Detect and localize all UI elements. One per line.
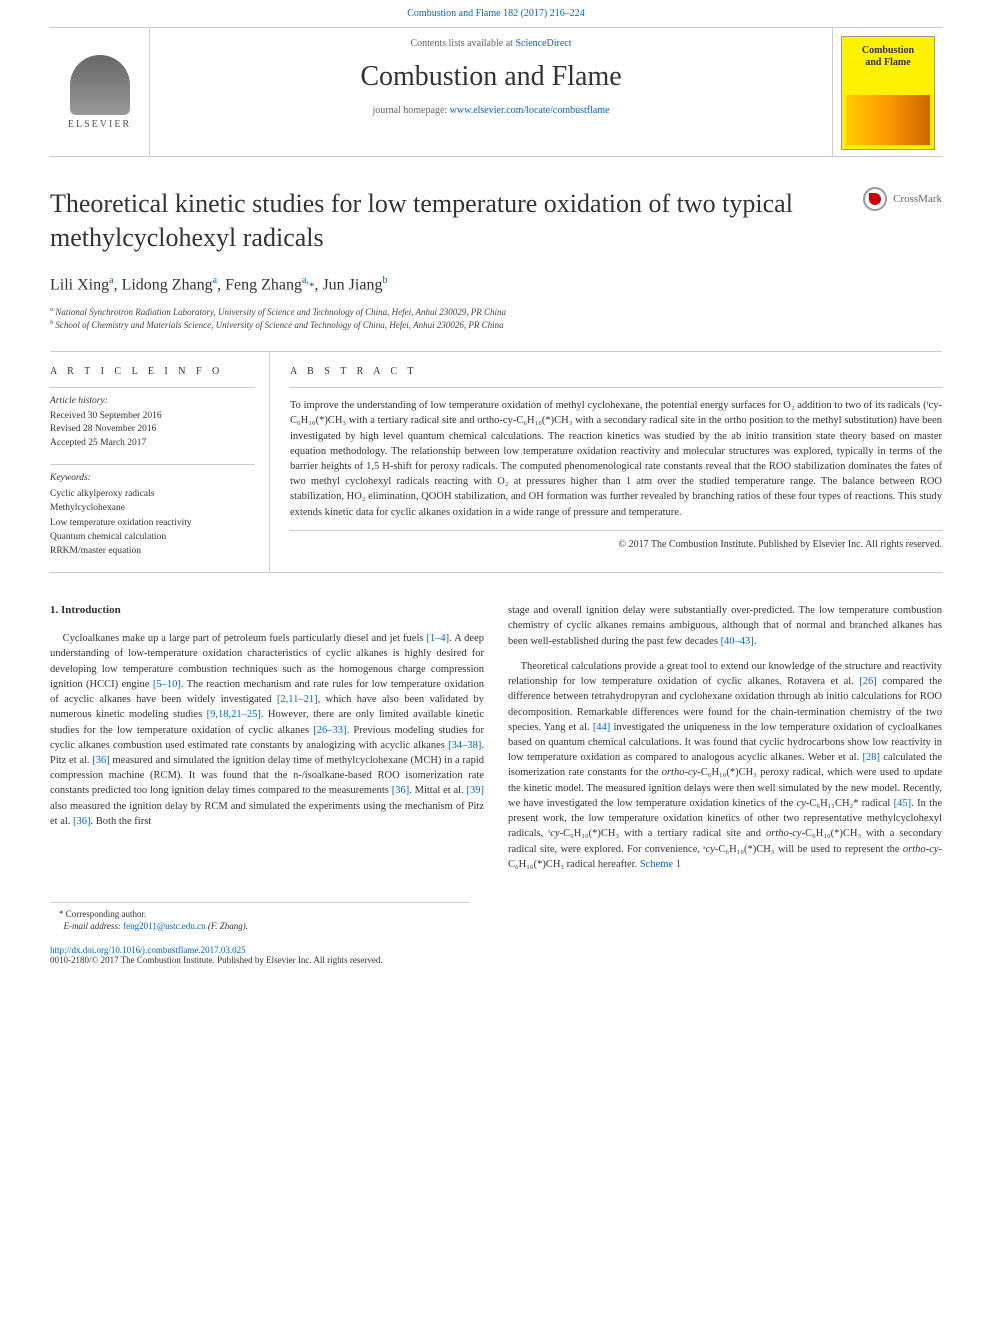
- body-paragraph: stage and overall ignition delay were su…: [508, 603, 942, 649]
- doi-link[interactable]: http://dx.doi.org/10.1016/j.combustflame…: [50, 945, 942, 955]
- homepage-link[interactable]: www.elsevier.com/locate/combustflame: [450, 105, 610, 116]
- cover-flame-icon: [846, 95, 930, 145]
- email-link[interactable]: feng2011@ustc.edu.cn: [123, 921, 205, 931]
- keyword-line: Methylcyclohexane: [50, 501, 255, 515]
- publisher-logo: ELSEVIER: [50, 28, 150, 156]
- affiliations: a National Synchrotron Radiation Laborat…: [50, 306, 942, 331]
- crossmark-badge[interactable]: CrossMark: [863, 187, 942, 211]
- abstract-copyright: © 2017 The Combustion Institute. Publish…: [290, 530, 942, 550]
- journal-banner: ELSEVIER Contents lists available at Sci…: [50, 27, 942, 157]
- article-info: A R T I C L E I N F O Article history: R…: [50, 352, 270, 572]
- publisher-name: ELSEVIER: [68, 119, 131, 130]
- cover-title-l2: and Flame: [865, 57, 910, 68]
- column-right: stage and overall ignition delay were su…: [508, 603, 942, 882]
- keyword-line: Cyclic alkylperoxy radicals: [50, 487, 255, 501]
- footnote-block: * Corresponding author. E-mail address: …: [50, 902, 470, 931]
- cover-thumbnail: Combustion and Flame: [841, 36, 935, 150]
- corresponding-author: * Corresponding author.: [50, 909, 470, 919]
- email-label: E-mail address:: [64, 921, 121, 931]
- banner-center: Contents lists available at ScienceDirec…: [150, 28, 832, 156]
- body-columns: 1. Introduction Cycloalkanes make up a l…: [50, 603, 942, 882]
- issn-copyright: 0010-2180/© 2017 The Combustion Institut…: [50, 955, 942, 965]
- doi-block: http://dx.doi.org/10.1016/j.combustflame…: [50, 945, 942, 985]
- affiliation-line: a National Synchrotron Radiation Laborat…: [50, 306, 942, 319]
- journal-name: Combustion and Flame: [150, 61, 832, 93]
- body-paragraph: Cycloalkanes make up a large part of pet…: [50, 631, 484, 829]
- homepage-prefix: journal homepage:: [372, 105, 449, 116]
- homepage-line: journal homepage: www.elsevier.com/locat…: [150, 105, 832, 116]
- authors: Lili Xinga, Lidong Zhanga, Feng Zhanga,*…: [50, 275, 942, 294]
- keyword-line: Quantum chemical calculation: [50, 530, 255, 544]
- abstract-column: A B S T R A C T To improve the understan…: [270, 352, 942, 572]
- keywords-label: Keywords:: [50, 473, 255, 483]
- crossmark-icon: [863, 187, 887, 211]
- cover-title: Combustion and Flame: [842, 37, 934, 69]
- header-citation[interactable]: Combustion and Flame 182 (2017) 216–224: [0, 0, 992, 27]
- contents-line: Contents lists available at ScienceDirec…: [150, 38, 832, 49]
- email-who: (F. Zhang).: [208, 921, 248, 931]
- elsevier-tree-icon: [70, 55, 130, 115]
- intro-heading: 1. Introduction: [50, 603, 484, 619]
- abstract-heading: A B S T R A C T: [290, 366, 942, 377]
- sciencedirect-link[interactable]: ScienceDirect: [515, 38, 571, 49]
- keywords-block: Keywords: Cyclic alkylperoxy radicalsMet…: [50, 464, 255, 558]
- history-line: Accepted 25 March 2017: [50, 437, 255, 450]
- contents-prefix: Contents lists available at: [410, 38, 515, 49]
- article-info-heading: A R T I C L E I N F O: [50, 366, 255, 377]
- history-label: Article history:: [50, 396, 255, 406]
- journal-cover: Combustion and Flame: [832, 28, 942, 156]
- keyword-line: Low temperature oxidation reactivity: [50, 516, 255, 530]
- history-block: Article history: Received 30 September 2…: [50, 387, 255, 450]
- affiliation-line: b School of Chemistry and Materials Scie…: [50, 319, 942, 332]
- keyword-line: RRKM/master equation: [50, 544, 255, 558]
- article-title: Theoretical kinetic studies for low temp…: [50, 187, 942, 255]
- history-line: Revised 28 November 2016: [50, 423, 255, 436]
- email-line: E-mail address: feng2011@ustc.edu.cn (F.…: [50, 921, 470, 931]
- history-line: Received 30 September 2016: [50, 410, 255, 423]
- cover-title-l1: Combustion: [862, 45, 914, 56]
- column-left: 1. Introduction Cycloalkanes make up a l…: [50, 603, 484, 882]
- abstract-text: To improve the understanding of low temp…: [290, 387, 942, 520]
- crossmark-label: CrossMark: [893, 193, 942, 205]
- body-paragraph: Theoretical calculations provide a great…: [508, 659, 942, 872]
